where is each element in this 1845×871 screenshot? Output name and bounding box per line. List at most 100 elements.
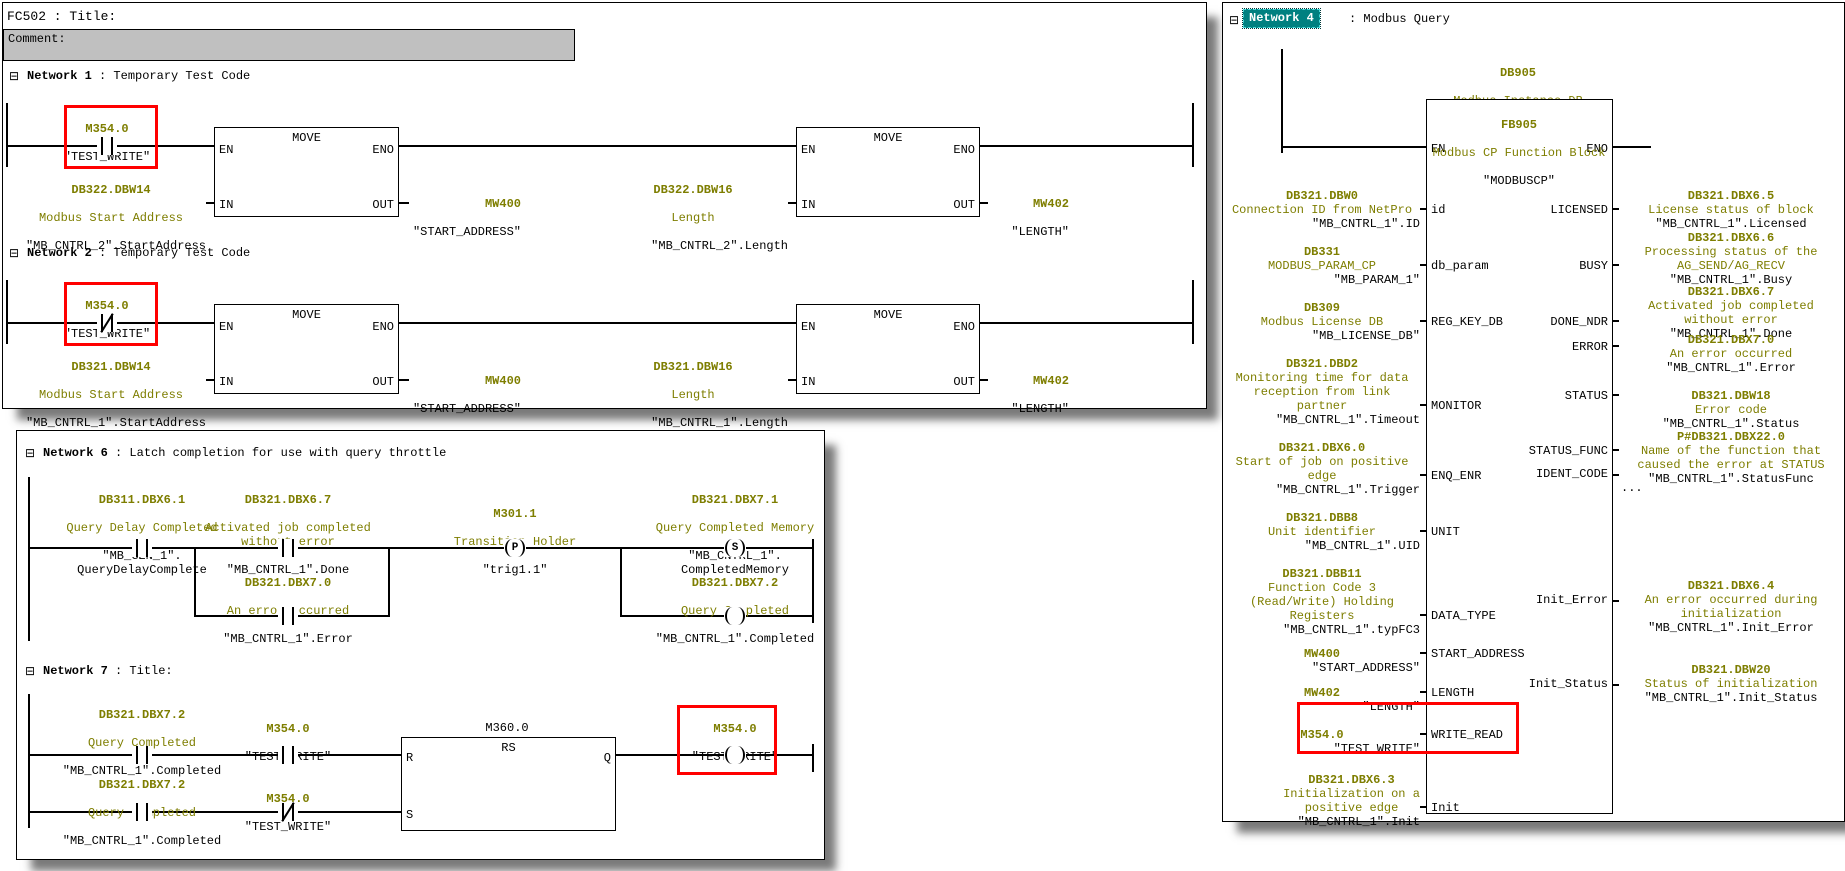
block-header-title: FC502 : Title:: [7, 9, 117, 24]
operand-stack[interactable]: MW400 "START_ADDRESS": [412, 374, 521, 416]
wire: [976, 202, 988, 204]
wire: [1613, 600, 1619, 602]
operand-stack[interactable]: DB321.DBW16 Length "MB_CNTRL_1".Length: [651, 360, 788, 430]
operand-stack[interactable]: P#DB321.DBX22.0 Name of the function that…: [1637, 430, 1825, 486]
no-contact[interactable]: [132, 746, 152, 764]
pin-status-func: STATUS_FUNC: [1528, 444, 1608, 458]
operand-stack[interactable]: DB321.DBX7.0 An error occurred "MB_CNTRL…: [223, 576, 353, 646]
pin-eno: ENO: [1586, 142, 1608, 156]
move-block[interactable]: MOVE EN ENO IN OUT: [796, 127, 980, 217]
wire: [1420, 208, 1426, 210]
operand-stack[interactable]: DB321.DBW14 Modbus Start Address "MB_CNT…: [25, 360, 206, 430]
pin-out: OUT: [372, 198, 394, 212]
network-header-6[interactable]: Network 6 : Latch completion for use wit…: [43, 446, 446, 461]
operand-stack[interactable]: MW402 "LENGTH": [1011, 197, 1069, 239]
nc-contact[interactable]: [97, 313, 117, 333]
operand-stack[interactable]: DB321.DBB8 Unit identifier "MB_CNTRL_1".UI…: [1267, 511, 1420, 553]
positive-edge-coil[interactable]: P: [504, 539, 526, 557]
operand-stack[interactable]: M354.0 "TEST_WRITE": [244, 792, 332, 834]
power-rail: [28, 694, 30, 828]
operand-stack[interactable]: DB331 MODBUS_PARAM_CP "MB_PARAM_1": [1267, 245, 1420, 287]
comment-box[interactable]: Comment:: [3, 29, 575, 61]
comment-label: Comment:: [8, 32, 66, 46]
power-rail: [1192, 280, 1194, 344]
collapse-icon[interactable]: ⊟: [25, 446, 36, 460]
operand-stack[interactable]: DB321.DBX6.5 License status of block "MB_C…: [1648, 189, 1814, 231]
collapse-icon[interactable]: ⊟: [9, 246, 20, 260]
wire: [206, 202, 214, 204]
panel-network-4: ⊟ Network 4 : Modbus Query DB905 Modbus …: [1222, 2, 1845, 829]
pin-enq-enr: ENQ_ENR: [1431, 469, 1482, 483]
set-coil[interactable]: S: [724, 539, 746, 557]
wire: [788, 379, 796, 381]
output-coil[interactable]: [724, 607, 746, 625]
operand-stack[interactable]: DB321.DBX6.6 Processing status of the AG_…: [1644, 231, 1818, 287]
wire: [397, 202, 409, 204]
operand-stack[interactable]: DB321.DBW20 Status of initialization "MB_C…: [1644, 663, 1818, 705]
operand-stack[interactable]: M354.0 "TEST_WRITE": [63, 299, 151, 341]
operand-stack[interactable]: DB321.DBX6.4 An error occurred during ini…: [1644, 579, 1818, 635]
operand-stack[interactable]: DB321.DBX7.0 An error occurred "MB_CNTRL_1…: [1666, 333, 1796, 375]
pin-s: S: [406, 808, 414, 822]
collapse-icon[interactable]: ⊟: [25, 664, 36, 678]
operand-stack[interactable]: MW402 "LENGTH": [1011, 374, 1069, 416]
wire: [788, 202, 796, 204]
pin-in: IN: [219, 198, 234, 212]
network-header-2[interactable]: Network 2 : Temporary Test Code: [27, 246, 250, 261]
annotation-box: [64, 282, 158, 346]
rs-block[interactable]: RS R Q S: [401, 737, 616, 831]
operand-stack[interactable]: MW400 "START_ADDRESS": [1303, 647, 1420, 675]
network-header-1[interactable]: Network 1 : Temporary Test Code: [27, 69, 250, 84]
block-title: MOVE: [873, 131, 903, 145]
operand-stack[interactable]: MW400 "START_ADDRESS": [412, 197, 521, 239]
no-contact[interactable]: [278, 746, 298, 764]
operand-stack[interactable]: DB311.DBX6.1 Query Delay Completed "MB_G…: [66, 493, 218, 577]
operand-stack[interactable]: DB321.DBX7.2 Query Completed "MB_CNTRL_1…: [62, 778, 222, 848]
wire: [1613, 208, 1619, 210]
pin-out: OUT: [953, 198, 975, 212]
network-header-7[interactable]: Network 7 : Title:: [43, 664, 173, 679]
no-contact[interactable]: [278, 539, 298, 557]
move-block[interactable]: MOVE EN ENO IN OUT: [214, 304, 399, 394]
wire: [1420, 733, 1426, 735]
wire: [1420, 652, 1426, 654]
collapse-icon[interactable]: ⊟: [9, 69, 20, 83]
wire: [1420, 614, 1426, 616]
block-title: MOVE: [292, 308, 321, 322]
operand-stack[interactable]: DB321.DBX6.7 Activated job completed wit…: [205, 493, 371, 577]
selected-network-label[interactable]: Network 4: [1242, 8, 1321, 29]
no-contact[interactable]: [97, 137, 117, 155]
pin-init-status: Init_Status: [1528, 677, 1608, 691]
pin-licensed: LICENSED: [1550, 203, 1608, 217]
no-contact[interactable]: [132, 539, 152, 557]
power-rail: [1192, 103, 1194, 167]
fb-block[interactable]: FB905 Modbus CP Function Block "MODBUSCP…: [1426, 99, 1613, 814]
operand-stack[interactable]: DB321.DBX7.2 Query Completed "MB_CNTRL_1…: [62, 708, 222, 778]
operand-stack[interactable]: DB321.DBX6.0 Start of job on positive edg…: [1235, 441, 1420, 497]
operand-stack[interactable]: DB321.DBX6.7 Activated job completed with…: [1648, 285, 1814, 341]
operand-stack[interactable]: M301.1 Transition Holder "trig1.1": [453, 507, 577, 577]
operand-stack[interactable]: ...: [1621, 481, 1643, 495]
operand-stack[interactable]: M360.0: [485, 721, 529, 735]
operand-stack[interactable]: DB321.DBB11 Function Code 3 (Read/Write) …: [1249, 567, 1420, 637]
wire: [1613, 449, 1619, 451]
no-contact[interactable]: [132, 803, 152, 821]
power-rail: [6, 103, 8, 167]
operand-stack[interactable]: DB322.DBW16 Length "MB_CNTRL_2".Length: [651, 183, 788, 253]
operand-stack[interactable]: DB321.DBX6.3 Initialization on a positive…: [1283, 773, 1420, 829]
operand-stack[interactable]: DB321.DBW0 Connection ID from NetPro "MB_C…: [1231, 189, 1420, 231]
operand-stack[interactable]: DB309 Modbus License DB "MB_LICENSE_DB": [1260, 301, 1420, 343]
operand-stack[interactable]: DB321.DBW18 Error code "MB_CNTRL_1".Status: [1662, 389, 1800, 431]
output-coil[interactable]: [724, 746, 746, 764]
move-block[interactable]: MOVE EN ENO IN OUT: [214, 127, 399, 217]
no-contact[interactable]: [278, 607, 298, 625]
pin-done-ndr: DONE_NDR: [1550, 315, 1608, 329]
operand-stack[interactable]: DB321.DBD2 Monitoring time for data recep…: [1235, 357, 1420, 427]
operand-stack[interactable]: DB322.DBW14 Modbus Start Address "MB_CNT…: [25, 183, 206, 253]
pin-eno: ENO: [953, 320, 975, 334]
operand-stack[interactable]: M354.0 "TEST_WRITE": [63, 122, 151, 164]
move-block[interactable]: MOVE EN ENO IN OUT: [796, 304, 980, 394]
collapse-icon[interactable]: ⊟: [1229, 13, 1240, 27]
nc-contact[interactable]: [278, 802, 298, 822]
operand-stack[interactable]: M354.0 "TEST_WRITE": [245, 722, 331, 764]
